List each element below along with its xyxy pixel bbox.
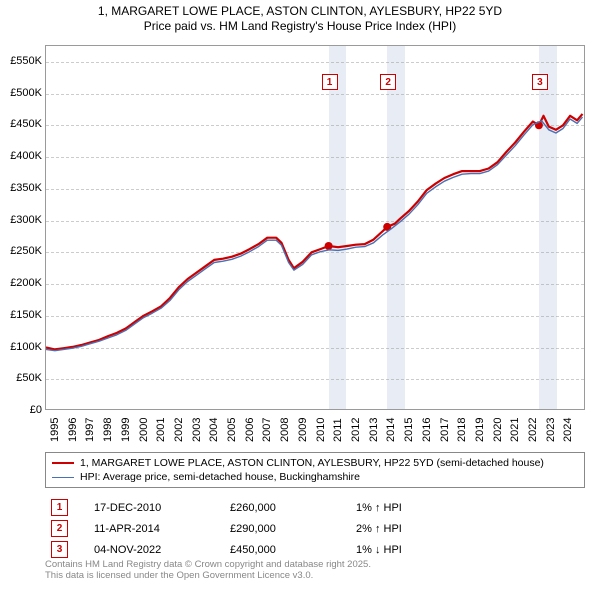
x-tick-label: 2014	[385, 418, 397, 442]
sale-number-box: 2	[51, 520, 68, 537]
plot-area: 1 2 3	[45, 45, 585, 410]
x-tick-label: 2011	[332, 418, 344, 442]
sale-date: 11-APR-2014	[94, 523, 204, 535]
sale-marker-3: 3	[532, 74, 548, 90]
x-tick-label: 1995	[49, 418, 61, 442]
sale-date: 04-NOV-2022	[94, 544, 204, 556]
sale-price: £260,000	[230, 502, 330, 514]
footer-line-1: Contains HM Land Registry data © Crown c…	[45, 559, 585, 570]
sale-row: 3 04-NOV-2022 £450,000 1% ↓ HPI	[45, 539, 585, 560]
x-tick-label: 2007	[261, 418, 273, 442]
x-tick-label: 1996	[67, 418, 79, 442]
x-tick-label: 2015	[403, 418, 415, 442]
sale-number-box: 1	[51, 499, 68, 516]
y-tick-label: £300K	[0, 214, 42, 226]
sale-pct: 1% ↑ HPI	[356, 502, 466, 514]
x-tick-label: 1999	[120, 418, 132, 442]
x-tick-label: 2013	[368, 418, 380, 442]
x-tick-label: 2017	[439, 418, 451, 442]
x-tick-label: 2012	[350, 418, 362, 442]
sales-table: 1 17-DEC-2010 £260,000 1% ↑ HPI 2 11-APR-2014…	[45, 497, 585, 560]
y-tick-label: £450K	[0, 118, 42, 130]
sale-marker-1: 1	[322, 74, 338, 90]
series-svg	[46, 46, 585, 410]
legend-swatch	[52, 462, 74, 464]
x-tick-label: 2021	[509, 418, 521, 442]
y-tick-label: £100K	[0, 341, 42, 353]
chart-title: 1, MARGARET LOWE PLACE, ASTON CLINTON, A…	[0, 0, 600, 34]
x-tick-label: 2005	[226, 418, 238, 442]
footer-attribution: Contains HM Land Registry data © Crown c…	[45, 559, 585, 582]
title-line-1: 1, MARGARET LOWE PLACE, ASTON CLINTON, A…	[0, 4, 600, 19]
sale-pct: 1% ↓ HPI	[356, 544, 466, 556]
legend-swatch	[52, 477, 74, 478]
x-tick-label: 2024	[562, 418, 574, 442]
y-tick-label: £50K	[0, 372, 42, 384]
sale-date: 17-DEC-2010	[94, 502, 204, 514]
x-tick-label: 2009	[297, 418, 309, 442]
x-tick-label: 2004	[208, 418, 220, 442]
y-tick-label: £400K	[0, 150, 42, 162]
sale-price: £450,000	[230, 544, 330, 556]
x-tick-label: 1997	[84, 418, 96, 442]
x-tick-label: 2006	[244, 418, 256, 442]
x-tick-label: 2008	[279, 418, 291, 442]
sale-marker-2: 2	[380, 74, 396, 90]
sale-price: £290,000	[230, 523, 330, 535]
x-tick-label: 2016	[421, 418, 433, 442]
x-tick-label: 2002	[173, 418, 185, 442]
legend-item: 1, MARGARET LOWE PLACE, ASTON CLINTON, A…	[52, 456, 578, 470]
legend-label: 1, MARGARET LOWE PLACE, ASTON CLINTON, A…	[80, 457, 544, 469]
x-tick-label: 2010	[315, 418, 327, 442]
y-tick-label: £350K	[0, 182, 42, 194]
legend-item: HPI: Average price, semi-detached house,…	[52, 470, 578, 484]
sale-row: 1 17-DEC-2010 £260,000 1% ↑ HPI	[45, 497, 585, 518]
figure-root: 1, MARGARET LOWE PLACE, ASTON CLINTON, A…	[0, 0, 600, 590]
x-tick-label: 2019	[474, 418, 486, 442]
x-tick-label: 2018	[456, 418, 468, 442]
y-tick-label: £250K	[0, 245, 42, 257]
y-tick-label: £550K	[0, 55, 42, 67]
sale-number-box: 3	[51, 541, 68, 558]
x-tick-label: 2020	[492, 418, 504, 442]
y-tick-label: £500K	[0, 87, 42, 99]
x-tick-label: 2022	[527, 418, 539, 442]
series-price_paid	[46, 114, 583, 350]
sale-row: 2 11-APR-2014 £290,000 2% ↑ HPI	[45, 518, 585, 539]
legend-label: HPI: Average price, semi-detached house,…	[80, 471, 360, 483]
x-tick-label: 2000	[138, 418, 150, 442]
y-tick-label: £150K	[0, 309, 42, 321]
title-line-2: Price paid vs. HM Land Registry's House …	[0, 19, 600, 34]
footer-line-2: This data is licensed under the Open Gov…	[45, 570, 585, 581]
chart-area: 1 2 3	[45, 45, 585, 410]
x-tick-label: 1998	[102, 418, 114, 442]
sale-pct: 2% ↑ HPI	[356, 523, 466, 535]
x-tick-label: 2001	[155, 418, 167, 442]
y-tick-label: £200K	[0, 277, 42, 289]
x-tick-label: 2023	[545, 418, 557, 442]
sale-dot	[325, 242, 333, 250]
x-tick-label: 2003	[191, 418, 203, 442]
series-hpi	[46, 117, 583, 351]
legend: 1, MARGARET LOWE PLACE, ASTON CLINTON, A…	[45, 452, 585, 488]
y-tick-label: £0	[0, 404, 42, 416]
